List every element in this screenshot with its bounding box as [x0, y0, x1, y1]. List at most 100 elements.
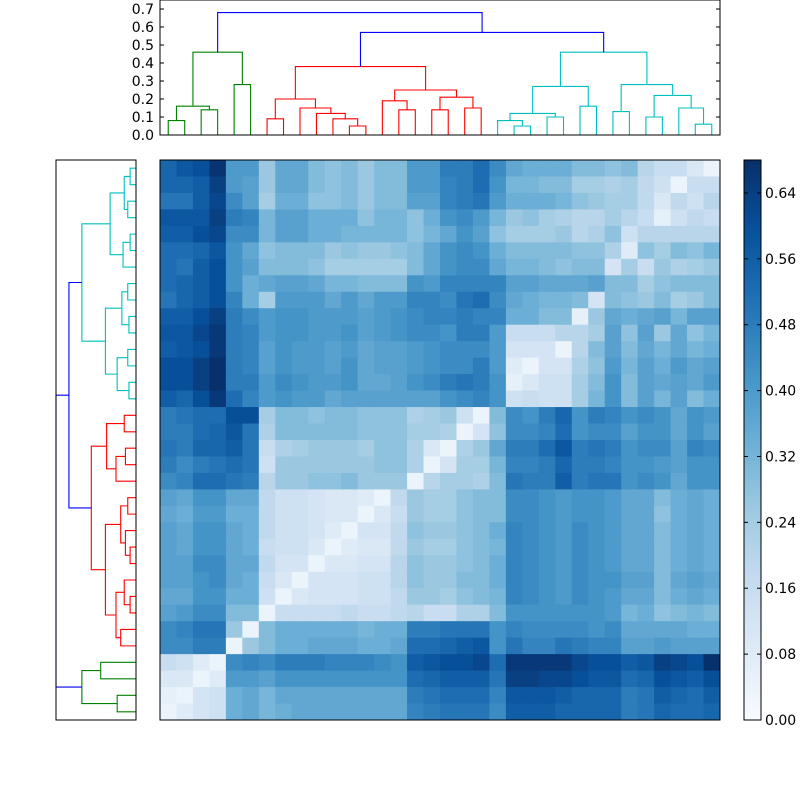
heatmap-cell: [324, 588, 342, 606]
heatmap-cell: [258, 160, 276, 177]
heatmap-cell: [687, 687, 705, 705]
heatmap-cell: [637, 440, 655, 457]
heatmap-cell: [225, 275, 243, 293]
heatmap-cell: [341, 176, 359, 194]
colorbar-segment: [744, 504, 761, 509]
heatmap-cell: [588, 522, 606, 540]
heatmap-cell: [209, 209, 227, 227]
heatmap-cell: [308, 637, 326, 655]
heatmap-cell: [176, 225, 194, 243]
heatmap-cell: [687, 670, 705, 688]
heatmap-cell: [555, 588, 573, 606]
heatmap-cell: [242, 258, 260, 276]
heatmap-cell: [703, 192, 721, 210]
heatmap-cell: [571, 687, 589, 705]
heatmap-cell: [242, 308, 260, 326]
heatmap-cell: [505, 275, 523, 293]
heatmap-cell: [390, 571, 408, 589]
heatmap-cell: [538, 440, 556, 457]
heatmap-cell: [538, 291, 556, 309]
heatmap-cell: [407, 275, 425, 293]
heatmap-cell: [489, 604, 507, 622]
heatmap-cell: [390, 588, 408, 606]
heatmap-cell: [423, 472, 441, 490]
heatmap-cell: [571, 440, 589, 457]
heatmap-cell: [423, 654, 441, 672]
heatmap-cell: [456, 192, 474, 210]
heatmap-cell: [192, 242, 210, 260]
heatmap-cell: [637, 225, 655, 243]
heatmap-cell: [571, 209, 589, 227]
colorbar-segment: [744, 596, 761, 601]
heatmap-cell: [604, 703, 622, 721]
heatmap-cell: [324, 538, 342, 556]
heatmap-cell: [324, 505, 342, 523]
heatmap-cell: [522, 423, 540, 441]
heatmap-cell: [341, 621, 359, 639]
heatmap-cell: [275, 687, 293, 705]
heatmap-cell: [571, 489, 589, 507]
heatmap-cell: [489, 522, 507, 540]
heatmap-cell: [489, 291, 507, 309]
heatmap-cell: [687, 505, 705, 523]
colorbar-segment: [744, 588, 761, 593]
heatmap-cell: [703, 604, 721, 622]
heatmap-cell: [275, 242, 293, 260]
colorbar-segment: [744, 448, 761, 453]
heatmap-frame: [159, 159, 721, 721]
heatmap-cell: [621, 555, 639, 573]
heatmap-cell: [275, 588, 293, 606]
heatmap-cell: [275, 621, 293, 639]
heatmap-cell: [423, 275, 441, 293]
heatmap-cell: [604, 176, 622, 194]
heatmap-cell: [489, 423, 507, 441]
colorbar-segment: [744, 164, 761, 169]
heatmap-cell: [225, 390, 243, 408]
heatmap-cell: [703, 637, 721, 655]
heatmap-cell: [176, 275, 194, 293]
heatmap-cell: [225, 670, 243, 688]
heatmap-cell: [522, 703, 540, 721]
heatmap-cell: [390, 341, 408, 359]
colorbar-segment: [744, 224, 761, 229]
heatmap-cell: [670, 456, 688, 474]
heatmap-cell: [258, 324, 276, 342]
heatmap-cell: [522, 654, 540, 672]
heatmap-cell: [505, 324, 523, 342]
heatmap-cell: [160, 374, 177, 392]
heatmap-cell: [621, 637, 639, 655]
colorbar-segment: [744, 576, 761, 581]
heatmap-cell: [258, 209, 276, 227]
heatmap-cell: [209, 588, 227, 606]
heatmap-cell: [604, 324, 622, 342]
heatmap-cell: [555, 505, 573, 523]
heatmap-cell: [209, 407, 227, 425]
heatmap-cell: [637, 687, 655, 705]
heatmap-cell: [555, 176, 573, 194]
heatmap-cell: [275, 555, 293, 573]
heatmap-cell: [440, 522, 457, 540]
heatmap-cell: [308, 308, 326, 326]
heatmap-cell: [291, 555, 309, 573]
heatmap-cell: [538, 324, 556, 342]
heatmap-cell: [604, 440, 622, 457]
heatmap-cell: [621, 621, 639, 639]
colorbar-segment: [744, 420, 761, 425]
heatmap-cell: [308, 357, 326, 375]
heatmap-cell: [275, 341, 293, 359]
heatmap-cell: [357, 390, 375, 408]
heatmap-cell: [192, 341, 210, 359]
colorbar-segment: [744, 292, 761, 297]
heatmap-cell: [291, 341, 309, 359]
heatmap-cell: [176, 505, 194, 523]
heatmap-cell: [258, 489, 276, 507]
heatmap-cell: [670, 192, 688, 210]
heatmap-cell: [621, 258, 639, 276]
colorbar-segment: [744, 668, 761, 673]
heatmap-cell: [374, 423, 392, 441]
heatmap-cell: [225, 538, 243, 556]
heatmap-cell: [538, 374, 556, 392]
heatmap-cell: [505, 489, 523, 507]
heatmap-cell: [357, 242, 375, 260]
heatmap-cell: [522, 324, 540, 342]
